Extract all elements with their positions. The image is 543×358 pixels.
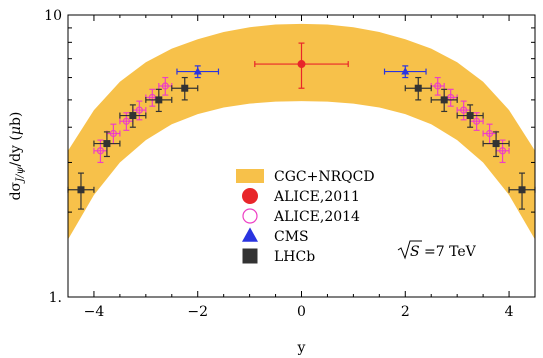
open-circle-marker [135, 106, 143, 114]
energy-symbol: S [410, 244, 420, 260]
data-point [93, 131, 121, 158]
y-axis-label-subscript: J/ψ [15, 166, 26, 183]
x-tick-label: 4 [505, 304, 514, 320]
data-point [93, 139, 108, 164]
square-marker [518, 186, 526, 194]
data-point [176, 65, 220, 79]
x-tick-label: −4 [84, 304, 105, 320]
series-alice-2014 [93, 76, 510, 164]
x-axis-label: y [297, 340, 306, 356]
data-point [404, 76, 432, 101]
legend-label: ALICE,2011 [273, 189, 360, 205]
y-axis-label-suffix: /dy ( [8, 135, 24, 167]
square-marker [492, 140, 500, 148]
y-tick-label: 10 [44, 8, 62, 24]
legend-item: ALICE,2014 [242, 208, 360, 225]
square-marker [77, 186, 85, 194]
sqrt-radical [397, 240, 422, 260]
series-alice-2011 [254, 42, 349, 89]
open-circle-marker [109, 129, 118, 138]
energy-annotation: S =7 TeV [397, 240, 477, 260]
data-point [119, 104, 147, 128]
square-marker [155, 96, 163, 104]
energy-annotation-text: S =7 TeV [410, 244, 477, 260]
square-marker [129, 112, 137, 120]
triangle-marker [242, 227, 258, 242]
data-point [254, 42, 349, 89]
y-tick-label: 1. [49, 290, 62, 306]
circle-marker [242, 188, 258, 204]
legend-swatch [236, 169, 264, 183]
data-point [482, 131, 510, 158]
legend-label: LHCb [274, 249, 315, 265]
triangle-marker [401, 67, 410, 75]
open-circle-marker [242, 208, 258, 224]
open-circle-marker [485, 129, 494, 138]
series-cms [176, 65, 427, 79]
legend-label: ALICE,2014 [273, 209, 360, 225]
series-lhcb [67, 76, 536, 210]
data-point [171, 76, 199, 101]
data-point [430, 88, 458, 113]
legend-item: LHCb [242, 248, 315, 265]
data-point [383, 65, 427, 79]
open-circle-marker [161, 82, 169, 90]
y-axis-label-unit: μ [8, 126, 24, 135]
square-marker [181, 84, 189, 92]
open-circle-marker [460, 106, 468, 114]
legend: CGC+NRQCD ALICE,2011 ALICE,2014 CMS LHCb [236, 169, 375, 265]
square-marker [103, 140, 111, 148]
energy-value: =7 TeV [420, 244, 477, 260]
legend-label: CMS [274, 229, 309, 245]
square-marker [414, 84, 422, 92]
square-marker [440, 96, 448, 104]
x-tick-label: 0 [297, 304, 306, 320]
open-circle-marker [122, 117, 130, 125]
legend-item: CMS [242, 227, 309, 245]
data-point [456, 104, 484, 128]
square-marker [466, 112, 474, 120]
axis-ticks: −4 −2 0 2 4 1. 10 [44, 8, 536, 320]
circle-marker [297, 60, 306, 69]
legend-item: ALICE,2011 [242, 188, 360, 205]
legend-label: CGC+NRQCD [274, 169, 375, 185]
open-circle-marker [434, 82, 442, 90]
open-circle-marker [498, 147, 507, 155]
x-tick-label: −2 [187, 304, 208, 320]
data-point [430, 76, 445, 96]
data-point [158, 76, 173, 96]
x-tick-label: 2 [401, 304, 410, 320]
triangle-marker [193, 67, 202, 75]
square-marker [242, 248, 258, 264]
y-axis-label: dσJ/ψ/dy (μb) [8, 112, 26, 201]
open-circle-marker [96, 147, 105, 155]
open-circle-marker [473, 117, 481, 125]
y-axis-label-unit-b: b) [8, 112, 24, 126]
data-point [145, 88, 173, 113]
legend-item: CGC+NRQCD [236, 169, 375, 185]
y-axis-label-prefix: dσ [8, 181, 24, 200]
data-series [67, 42, 536, 210]
